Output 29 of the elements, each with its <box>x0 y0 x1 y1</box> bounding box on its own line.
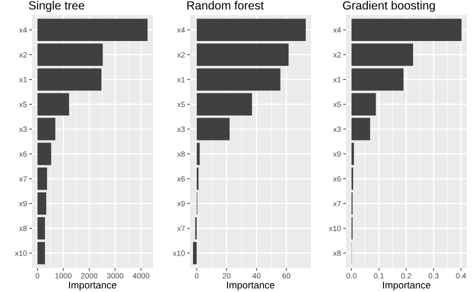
bar <box>192 242 197 264</box>
chart-title: Gradient boosting <box>342 0 435 12</box>
bar <box>37 118 56 140</box>
bar <box>351 93 376 116</box>
bar <box>37 44 103 66</box>
bar <box>37 93 70 116</box>
x-axis-title: Importance <box>69 282 116 290</box>
bar <box>196 44 289 66</box>
bar <box>196 18 306 42</box>
chart-title: Random forest <box>187 0 264 10</box>
x-axis-title: Importance <box>227 282 274 290</box>
bar <box>37 217 45 240</box>
bar <box>351 44 414 66</box>
bar <box>37 168 48 190</box>
bar <box>37 242 45 264</box>
bar <box>37 68 102 91</box>
chart-title: Single tree <box>28 0 84 12</box>
bar <box>196 142 200 166</box>
bar <box>196 93 252 116</box>
bar <box>351 68 404 91</box>
bar <box>196 68 280 91</box>
bar <box>196 118 230 140</box>
bar <box>351 18 462 42</box>
bar <box>351 142 354 166</box>
bar <box>37 192 46 215</box>
bar <box>351 118 370 140</box>
x-axis-title: Importance <box>383 282 430 290</box>
bar <box>37 18 148 42</box>
bar <box>37 142 52 166</box>
